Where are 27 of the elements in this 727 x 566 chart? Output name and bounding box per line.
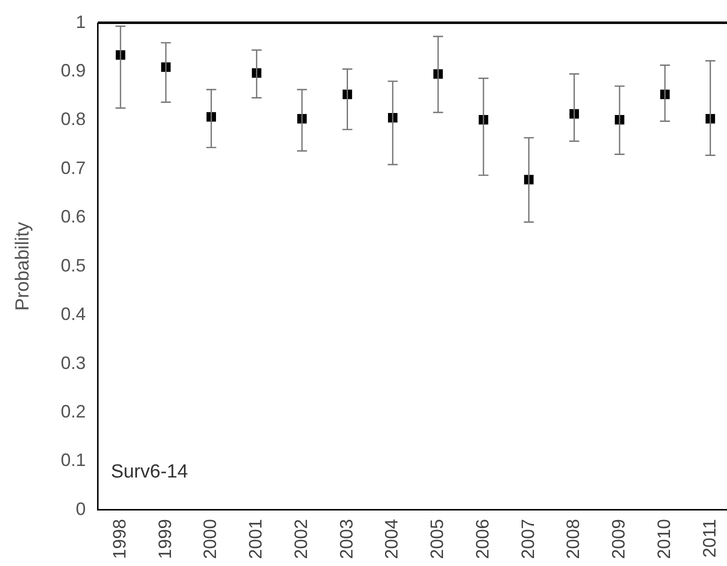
x-tick-label: 2006 [472,518,492,560]
y-tick-label: 1 [76,12,86,32]
y-tick-label: 0.3 [60,352,86,373]
y-tick-label: 0.2 [60,401,86,422]
y-tick-label: 0.9 [60,60,86,80]
y-tick-label: 0.7 [60,158,86,178]
x-tick-label: 2007 [518,518,538,560]
x-tick-label: 2004 [382,518,402,560]
y-tick-label: 0 [76,498,86,519]
y-tick-label: 0.6 [60,206,86,227]
y-tick-label: 0.4 [60,304,86,324]
x-tick-label: 1999 [154,518,175,560]
x-tick-label: 2003 [336,518,356,560]
annotation: Surv6-14 [110,462,188,483]
x-tick-label: 2011 [699,518,720,558]
x-tick-label: 2008 [563,518,584,560]
x-tick-label: 2001 [246,518,266,560]
x-tick-label: 2000 [200,518,220,560]
x-tick-label: 2005 [427,518,448,560]
x-tick-label: 2010 [654,518,674,560]
x-tick-label: 2002 [290,518,311,560]
y-tick-label: 0.1 [60,450,86,470]
y-tick-label: 0.5 [60,255,86,276]
x-tick-label: 2009 [608,518,629,560]
x-tick-label: 1998 [109,518,130,560]
y-tick-label: 0.8 [60,109,86,130]
y-axis-title: Probability [12,222,34,311]
